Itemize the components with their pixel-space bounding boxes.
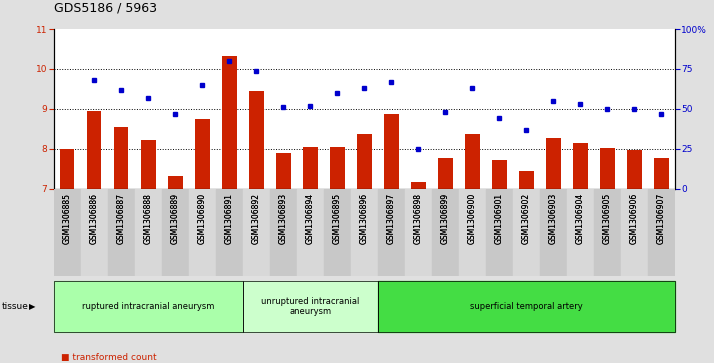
Text: GSM1306887: GSM1306887 [116,193,126,244]
Bar [486,189,513,276]
Text: ruptured intracranial aneurysm: ruptured intracranial aneurysm [82,302,214,311]
Text: GSM1306905: GSM1306905 [603,193,612,244]
Bar [378,189,405,276]
Text: GSM1306896: GSM1306896 [360,193,368,244]
Bar [221,56,236,189]
Bar [492,160,507,189]
Bar [465,134,480,189]
Bar [351,189,378,276]
Text: GSM1306899: GSM1306899 [441,193,450,244]
Bar [60,149,74,189]
Text: GSM1306887: GSM1306887 [116,193,126,244]
Bar [540,189,567,276]
Text: GSM1306904: GSM1306904 [575,193,585,244]
Text: GSM1306902: GSM1306902 [522,193,531,244]
Text: GSM1306894: GSM1306894 [306,193,315,244]
Text: GSM1306906: GSM1306906 [630,193,639,244]
Bar [438,158,453,189]
Bar [243,189,270,276]
Text: GSM1306895: GSM1306895 [333,193,341,244]
Bar [216,189,243,276]
Text: GSM1306890: GSM1306890 [198,193,206,244]
Text: GSM1306897: GSM1306897 [387,193,396,244]
Text: GSM1306897: GSM1306897 [387,193,396,244]
Bar [594,189,620,276]
Text: GSM1306889: GSM1306889 [171,193,180,244]
Bar [323,189,351,276]
Text: ▶: ▶ [29,302,35,311]
Text: GSM1306902: GSM1306902 [522,193,531,244]
Bar [405,189,432,276]
Bar [383,114,398,189]
Text: tissue: tissue [1,302,29,311]
Text: GSM1306888: GSM1306888 [144,193,153,244]
Text: GSM1306892: GSM1306892 [251,193,261,244]
Bar [620,189,648,276]
Bar [627,150,642,189]
Text: superficial temporal artery: superficial temporal artery [470,302,583,311]
Bar [600,148,615,189]
Bar [411,182,426,189]
Bar [458,189,486,276]
Bar [188,189,216,276]
Text: GSM1306907: GSM1306907 [657,193,665,244]
Text: GSM1306906: GSM1306906 [630,193,639,244]
Bar [195,119,209,189]
Text: GSM1306901: GSM1306901 [495,193,503,244]
Text: GSM1306890: GSM1306890 [198,193,206,244]
Bar [276,153,291,189]
Bar [303,147,318,189]
Text: GSM1306903: GSM1306903 [548,193,558,244]
Text: GSM1306900: GSM1306900 [468,193,477,244]
Bar [573,143,588,189]
Text: GSM1306893: GSM1306893 [278,193,288,244]
Text: GSM1306896: GSM1306896 [360,193,368,244]
Bar [357,134,371,189]
Text: GSM1306891: GSM1306891 [225,193,233,244]
Text: GSM1306907: GSM1306907 [657,193,665,244]
Text: GDS5186 / 5963: GDS5186 / 5963 [54,1,156,15]
Text: GSM1306886: GSM1306886 [89,193,99,244]
Text: GSM1306904: GSM1306904 [575,193,585,244]
Bar [86,111,101,189]
Text: GSM1306894: GSM1306894 [306,193,315,244]
Text: GSM1306888: GSM1306888 [144,193,153,244]
Text: ■ transformed count: ■ transformed count [61,353,156,362]
Bar [513,189,540,276]
Text: GSM1306889: GSM1306889 [171,193,180,244]
Bar [654,158,668,189]
Text: GSM1306901: GSM1306901 [495,193,503,244]
Bar [648,189,675,276]
Bar [519,171,533,189]
Bar [248,91,263,189]
Bar [296,189,323,276]
Bar [545,138,560,189]
Text: GSM1306895: GSM1306895 [333,193,341,244]
Text: unruptured intracranial
aneurysm: unruptured intracranial aneurysm [261,297,359,317]
Bar [432,189,458,276]
Text: GSM1306898: GSM1306898 [413,193,423,244]
Bar [141,140,156,189]
Text: GSM1306893: GSM1306893 [278,193,288,244]
Text: GSM1306903: GSM1306903 [548,193,558,244]
Bar [134,189,161,276]
Text: GSM1306891: GSM1306891 [225,193,233,244]
Text: GSM1306892: GSM1306892 [251,193,261,244]
Bar [567,189,594,276]
Text: GSM1306886: GSM1306886 [89,193,99,244]
Bar [108,189,134,276]
Bar [54,189,81,276]
Text: GSM1306885: GSM1306885 [63,193,71,244]
Text: GSM1306899: GSM1306899 [441,193,450,244]
Bar [161,189,188,276]
Bar [114,127,129,189]
Bar [81,189,108,276]
Text: GSM1306898: GSM1306898 [413,193,423,244]
Bar [330,147,345,189]
Text: GSM1306885: GSM1306885 [63,193,71,244]
Text: GSM1306905: GSM1306905 [603,193,612,244]
Text: GSM1306900: GSM1306900 [468,193,477,244]
Bar [270,189,296,276]
Bar [168,176,183,189]
